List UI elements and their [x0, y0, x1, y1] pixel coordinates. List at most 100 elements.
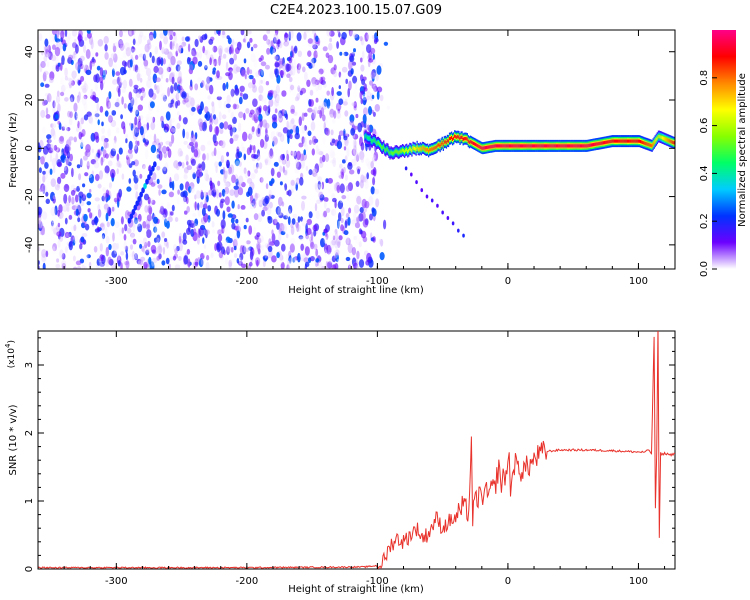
noise-cell [56, 94, 61, 104]
noise-cell [330, 100, 334, 108]
noise-cell [72, 239, 76, 246]
noise-cell [149, 101, 155, 109]
noise-cell [333, 208, 338, 218]
noise-cell [245, 217, 249, 223]
noise-cell [237, 122, 242, 132]
noise-cell [260, 258, 263, 266]
noise-cell [136, 73, 142, 79]
noise-cell [73, 102, 78, 113]
noise-cell [151, 151, 155, 159]
noise-cell [267, 90, 273, 97]
noise-cell [163, 129, 168, 135]
noise-cell [300, 87, 307, 94]
noise-cell [348, 162, 352, 167]
noise-cell [311, 80, 317, 87]
noise-cell [375, 202, 378, 211]
noise-cell [213, 147, 217, 157]
noise-cell [337, 240, 341, 248]
noise-cell [366, 95, 371, 101]
noise-cell [128, 91, 133, 101]
noise-cell [238, 257, 242, 265]
noise-cell [202, 45, 206, 54]
noise-cell [142, 245, 146, 254]
noise-cell [123, 125, 126, 135]
y-tick-label: 2 [24, 430, 35, 436]
noise-cell [224, 196, 230, 206]
noise-cell [227, 124, 233, 131]
noise-cell [204, 49, 208, 56]
noise-cell [360, 142, 365, 151]
signal-tail-cell [451, 221, 455, 226]
noise-cell [128, 78, 133, 87]
noise-cell [89, 60, 93, 71]
noise-cell [99, 76, 104, 84]
noise-cell [224, 47, 229, 53]
noise-cell [153, 154, 157, 160]
noise-cell [127, 148, 133, 154]
noise-cell [353, 125, 359, 130]
noise-cell [151, 124, 157, 129]
noise-cell [315, 210, 320, 220]
noise-cell [347, 243, 353, 254]
colorbar-gradient [712, 30, 736, 269]
noise-cell [312, 44, 318, 50]
noise-cell [208, 189, 213, 196]
noise-cell [374, 39, 378, 45]
noise-cell [182, 117, 188, 125]
noise-cell [115, 127, 120, 134]
noise-cell [151, 249, 156, 254]
noise-cell [330, 159, 336, 164]
noise-cell [99, 113, 105, 120]
noise-cell [336, 91, 342, 96]
noise-cell [52, 195, 56, 204]
noise-cell [238, 111, 244, 119]
noise-cell [233, 31, 237, 41]
noise-cell [135, 140, 138, 145]
noise-cell [176, 105, 182, 115]
y-tick-label: -20 [24, 188, 35, 204]
noise-cell [297, 50, 303, 58]
noise-cell [69, 97, 73, 105]
noise-cell [64, 76, 68, 81]
noise-cell [119, 66, 126, 76]
noise-cell [290, 257, 297, 263]
noise-cell [80, 157, 84, 166]
noise-cell [46, 139, 52, 144]
noise-cell [224, 257, 229, 265]
noise-cell [265, 81, 270, 86]
noise-cell [220, 258, 226, 268]
noise-cell [51, 221, 54, 232]
noise-cell [71, 86, 76, 92]
noise-cell [265, 111, 269, 118]
noise-cell [339, 163, 343, 169]
noise-cell [290, 226, 295, 236]
noise-cell [233, 253, 238, 258]
noise-cell [123, 234, 127, 241]
noise-cell [266, 47, 271, 55]
noise-cell [170, 211, 174, 216]
noise-cell [226, 151, 230, 157]
noise-cell [137, 104, 143, 111]
noise-cell [323, 228, 329, 234]
noise-cell [236, 108, 240, 114]
noise-cell [339, 183, 345, 194]
noise-cell [243, 167, 247, 174]
noise-cell [206, 254, 210, 261]
noise-cell [45, 191, 49, 197]
noise-cell [45, 185, 49, 192]
noise-cell [50, 215, 56, 224]
noise-cell [321, 181, 324, 190]
noise-cell [235, 178, 239, 186]
noise-cell [84, 64, 88, 70]
noise-cell [365, 157, 370, 167]
noise-cell [214, 125, 220, 135]
noise-cell [262, 104, 268, 112]
noise-cell [61, 213, 64, 222]
noise-cell [288, 78, 292, 84]
noise-cell [294, 109, 299, 117]
noise-cell [82, 87, 87, 94]
noise-cell [111, 37, 116, 47]
snr-series [38, 331, 675, 569]
noise-cell [324, 257, 330, 263]
noise-cell [120, 114, 123, 120]
